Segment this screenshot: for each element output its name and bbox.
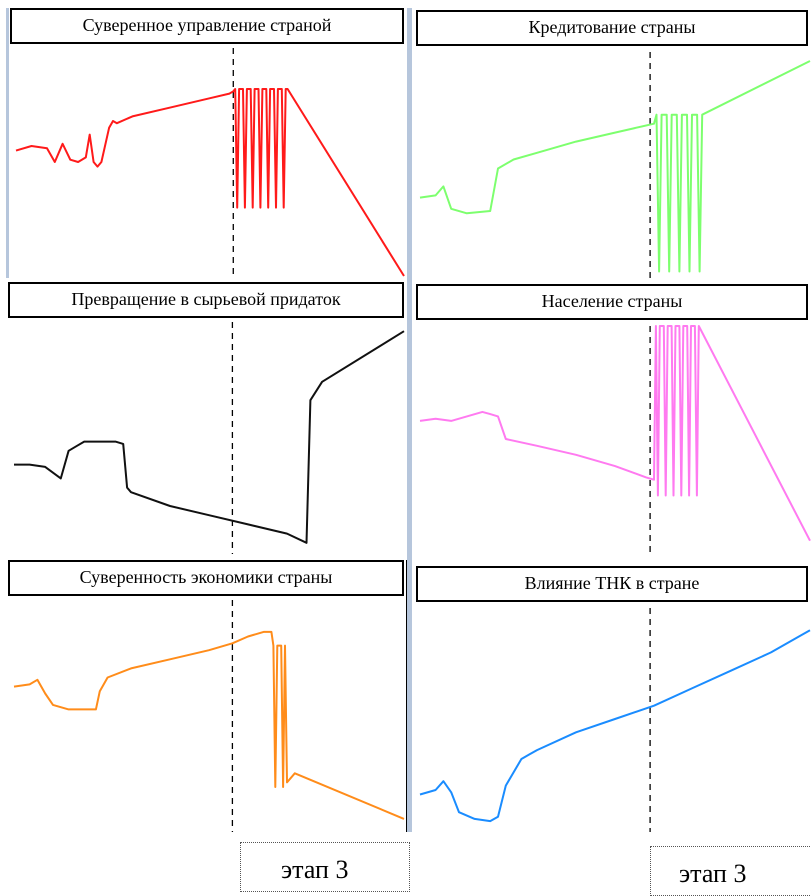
stage-label-right: этап 3	[650, 846, 811, 896]
chart-plot-6	[419, 608, 811, 832]
chart-plot-1	[15, 48, 405, 278]
stage-label-right-text: этап 3	[679, 859, 747, 888]
series-line	[419, 60, 811, 273]
chart-panel-6: Влияние ТНК в стране	[414, 564, 811, 832]
chart-title-5: Суверенность экономики страны	[8, 560, 404, 596]
column-divider	[407, 8, 412, 832]
series-line	[14, 330, 405, 544]
chart-panel-1: Суверенное управление страной	[10, 8, 406, 278]
chart-panel-4: Население страны	[414, 282, 811, 554]
chart-title-3: Превращение в сырьевой придаток	[8, 282, 404, 318]
chart-title-2: Кредитование страны	[416, 10, 808, 46]
stage-label-left-text: этап 3	[281, 855, 349, 884]
chart-plot-4	[419, 325, 811, 554]
stage-label-left: этап 3	[240, 842, 410, 892]
chart-title-6: Влияние ТНК в стране	[416, 566, 808, 602]
chart-plot-3	[14, 322, 405, 554]
chart-title-4: Население страны	[416, 284, 808, 320]
chart-plot-5	[13, 600, 405, 832]
series-line	[15, 88, 405, 277]
chart-panel-5: Суверенность экономики страны	[8, 560, 408, 832]
chart-panel-2: Кредитование страны	[414, 8, 811, 278]
left-edge	[6, 8, 9, 278]
chart-title-1: Суверенное управление страной	[10, 8, 404, 44]
series-line	[13, 630, 405, 820]
series-line	[419, 325, 811, 542]
chart-frame-5	[8, 560, 408, 832]
chart-panel-3: Превращение в сырьевой придаток	[8, 282, 408, 554]
series-line	[419, 629, 811, 823]
chart-plot-2	[419, 52, 811, 278]
